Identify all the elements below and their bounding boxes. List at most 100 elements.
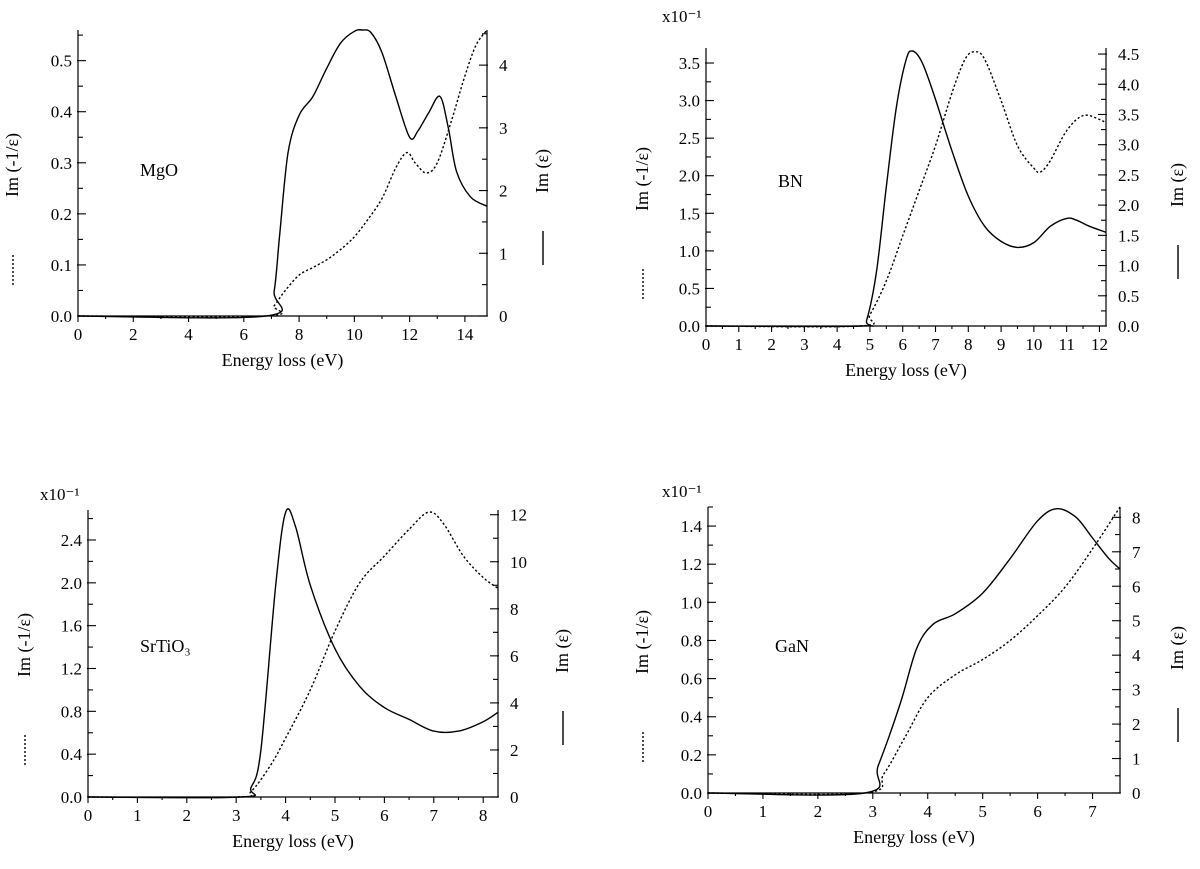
y-right-tick-label: 1 bbox=[499, 244, 508, 263]
y-right-tick-label: 1.5 bbox=[1118, 226, 1139, 245]
y-left-tick-label: 3.0 bbox=[679, 92, 700, 111]
x-tick-label: 4 bbox=[184, 325, 193, 344]
y-right-tick-label: 7 bbox=[1132, 543, 1141, 562]
x-tick-label: 6 bbox=[380, 806, 389, 825]
y-scale-multiplier: x10⁻¹ bbox=[662, 7, 702, 26]
x-tick-label: 9 bbox=[997, 335, 1006, 354]
x-tick-label: 3 bbox=[232, 806, 241, 825]
y-left-tick-label: 0.4 bbox=[61, 745, 83, 764]
y-left-tick-label: 2.5 bbox=[679, 129, 700, 148]
y-left-tick-label: 0.2 bbox=[681, 746, 702, 765]
y-left-tick-label: 0.0 bbox=[51, 307, 72, 326]
x-tick-label: 0 bbox=[704, 802, 713, 821]
x-tick-label: 5 bbox=[978, 802, 987, 821]
y-right-tick-label: 4 bbox=[499, 56, 508, 75]
material-label: MgO bbox=[140, 160, 178, 180]
y-left-axis-label: Im (-1/ε) bbox=[2, 133, 23, 197]
y-right-tick-label: 2.5 bbox=[1118, 166, 1139, 185]
y-right-tick-label: 6 bbox=[510, 647, 519, 666]
y-right-tick-label: 0.5 bbox=[1118, 287, 1139, 306]
material-label: SrTiO₃ bbox=[140, 636, 191, 656]
material-label: BN bbox=[778, 171, 803, 191]
x-tick-label: 8 bbox=[964, 335, 973, 354]
panel-gan: 0 1 2 3 4 5 6 7 0.0 0.2 0.4 0.6 0.8 1.0 1.2 1.4 0 1 2 3 4 5 6 7… bbox=[632, 482, 1188, 848]
y-left-axis-label-group: Im (-1/ε) bbox=[14, 613, 35, 765]
x-tick-label: 10 bbox=[346, 325, 363, 344]
y-left-axis-label-group: Im (-1/ε) bbox=[2, 133, 23, 285]
x-tick-label: 2 bbox=[129, 325, 138, 344]
y-right-tick-label: 8 bbox=[1132, 508, 1141, 527]
y-right-tick-label: 3 bbox=[499, 119, 508, 138]
x-tick-label: 12 bbox=[1091, 335, 1108, 354]
y-right-axis-label-group: Im (ε) bbox=[532, 149, 553, 265]
y-right-tick-label: 5 bbox=[1132, 612, 1141, 631]
y-left-tick-label: 0.3 bbox=[51, 154, 72, 173]
series-epsilon2-line bbox=[77, 29, 488, 319]
y-scale-multiplier: x10⁻¹ bbox=[40, 485, 80, 504]
y-right-tick-label: 4.0 bbox=[1118, 75, 1139, 94]
y-right-tick-label: 2.0 bbox=[1118, 196, 1139, 215]
panel-mgo: 0 2 4 6 8 10 12 140.00.10.20.30.40.501234Energy… bbox=[2, 29, 553, 371]
x-tick-label: 6 bbox=[898, 335, 907, 354]
panel-srtio: 0 1 2 3 4 5 6 7 80.00.40.81.21.62.02.4024681012E… bbox=[14, 485, 573, 852]
y-right-tick-label: 2 bbox=[510, 741, 519, 760]
x-tick-label: 12 bbox=[401, 325, 418, 344]
y-right-tick-label: 0 bbox=[510, 788, 519, 807]
y-right-tick-label: 0.0 bbox=[1118, 317, 1139, 336]
y-right-tick-label: 2 bbox=[1132, 715, 1141, 734]
x-tick-label: 3 bbox=[800, 335, 809, 354]
y-right-axis-label-group: Im (ε) bbox=[552, 629, 573, 745]
y-right-axis-label-group: Im (ε) bbox=[1167, 626, 1188, 742]
x-tick-label: 8 bbox=[479, 806, 488, 825]
x-tick-label: 7 bbox=[430, 806, 439, 825]
x-tick-label: 10 bbox=[1025, 335, 1042, 354]
axes-frame bbox=[705, 48, 1107, 327]
y-right-tick-label: 4 bbox=[1132, 646, 1141, 665]
x-tick-label: 5 bbox=[866, 335, 875, 354]
x-tick-label: 11 bbox=[1058, 335, 1074, 354]
y-left-tick-label: 1.2 bbox=[681, 555, 702, 574]
x-tick-label: 6 bbox=[1033, 802, 1042, 821]
y-left-axis-label-group: Im (-1/ε) bbox=[632, 147, 653, 299]
y-left-tick-label: 2.0 bbox=[679, 167, 700, 186]
x-tick-label: 1 bbox=[759, 802, 768, 821]
y-left-tick-label: 0.8 bbox=[61, 702, 82, 721]
y-right-tick-label: 3 bbox=[1132, 681, 1141, 700]
y-right-tick-label: 4 bbox=[510, 694, 519, 713]
y-left-tick-label: 1.5 bbox=[679, 204, 700, 223]
y-left-tick-label: 0.4 bbox=[51, 103, 73, 122]
y-left-tick-label: 1.0 bbox=[679, 242, 700, 261]
y-left-tick-label: 0.5 bbox=[51, 52, 72, 71]
x-tick-label: 0 bbox=[74, 325, 83, 344]
y-left-axis-label-group: Im (-1/ε) bbox=[632, 610, 653, 762]
y-right-axis-label: Im (ε) bbox=[552, 629, 573, 673]
y-left-tick-label: 0.0 bbox=[681, 784, 702, 803]
y-left-axis-label: Im (-1/ε) bbox=[632, 610, 653, 674]
y-left-tick-label: 2.4 bbox=[61, 531, 83, 550]
x-tick-label: 0 bbox=[702, 335, 711, 354]
y-left-tick-label: 0.1 bbox=[51, 256, 72, 275]
y-left-tick-label: 0.8 bbox=[681, 631, 702, 650]
x-tick-label: 4 bbox=[923, 802, 932, 821]
y-right-tick-label: 6 bbox=[1132, 577, 1141, 596]
x-tick-label: 14 bbox=[456, 325, 474, 344]
x-tick-label: 3 bbox=[869, 802, 878, 821]
axes-frame bbox=[707, 507, 1121, 794]
y-left-tick-label: 1.2 bbox=[61, 659, 82, 678]
y-right-tick-label: 3.5 bbox=[1118, 105, 1139, 124]
x-tick-label: 6 bbox=[240, 325, 249, 344]
series-loss-function-line bbox=[707, 506, 1121, 796]
y-right-tick-label: 3.0 bbox=[1118, 136, 1139, 155]
series-epsilon2-line bbox=[87, 508, 499, 799]
x-tick-label: 2 bbox=[767, 335, 776, 354]
x-tick-label: 1 bbox=[133, 806, 142, 825]
material-label: GaN bbox=[775, 636, 809, 656]
panel-bn: 0 1 2 3 4 5 6 7 8 9 10 11 120.00.51.01.52.02.53.03.5… bbox=[632, 7, 1188, 381]
y-left-tick-label: 1.6 bbox=[61, 617, 82, 636]
y-right-axis-label: Im (ε) bbox=[1167, 626, 1188, 670]
y-right-tick-label: 10 bbox=[510, 553, 527, 572]
y-left-tick-label: 2.0 bbox=[61, 574, 82, 593]
y-right-axis-label-group: Im (ε) bbox=[1167, 163, 1188, 279]
y-right-tick-label: 1.0 bbox=[1118, 257, 1139, 276]
